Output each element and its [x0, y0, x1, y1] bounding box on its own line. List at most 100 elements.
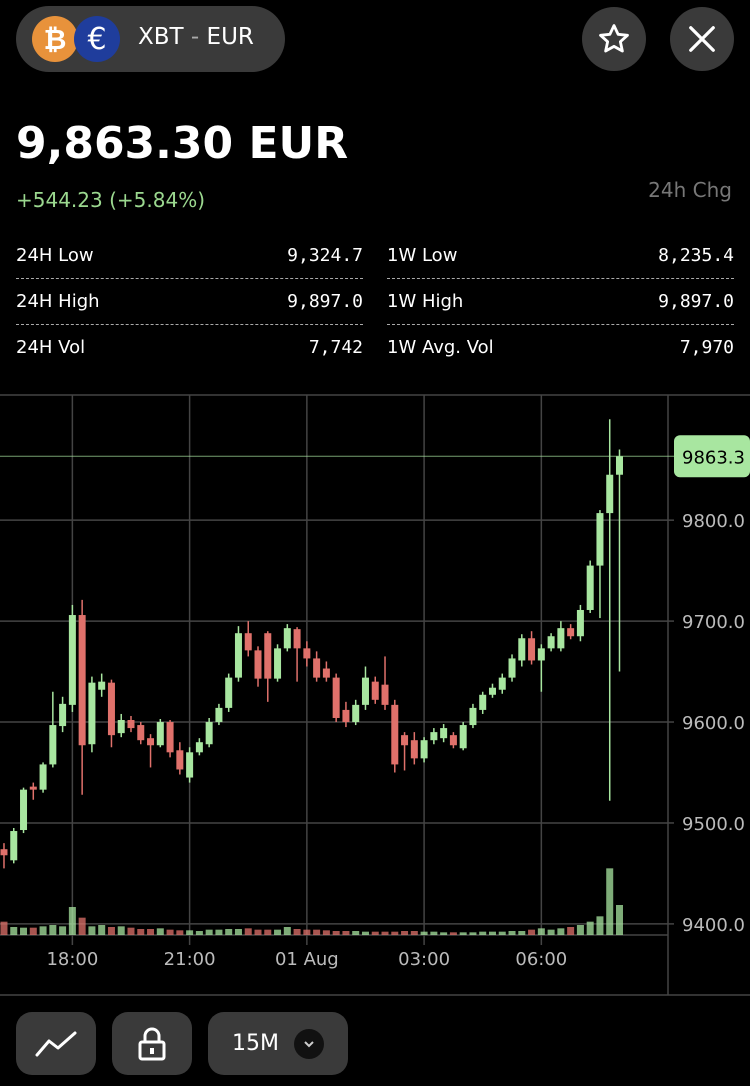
favorite-button[interactable] [582, 7, 646, 71]
candle-body [508, 658, 516, 678]
candle-body [29, 786, 37, 790]
candle-body [557, 628, 565, 649]
candle-body [371, 681, 379, 700]
candle-body [303, 648, 311, 659]
candle-body [528, 638, 536, 661]
x-tick-label: 21:00 [164, 949, 216, 970]
candle-body [10, 831, 18, 861]
volume-bar [88, 926, 96, 935]
volume-bar [498, 931, 506, 935]
volume-bar [225, 929, 233, 935]
volume-bar [283, 927, 291, 935]
volume-bar [401, 931, 409, 935]
candle-body [117, 720, 125, 734]
separator: - [190, 24, 200, 50]
volume-bar [49, 925, 57, 935]
candle-body [49, 725, 57, 765]
volume-bar [381, 931, 389, 935]
stat-value: 8,235.4 [658, 244, 734, 266]
chart: 9400.0 9500.0 9600.0 9700.0 9800.0 18:00 21:00… [0, 394, 750, 996]
pair-selector[interactable]: ₿ € XBT - EUR [16, 6, 285, 72]
candle-body [293, 629, 301, 649]
change-label: 24h Chg [648, 178, 732, 202]
x-tick-label: 03:00 [398, 949, 450, 970]
base-icon: ₿ [32, 16, 78, 62]
candle-body [459, 725, 467, 749]
candle-body [381, 684, 389, 705]
stat-value: 9,897.0 [658, 290, 734, 312]
volume-bar [303, 929, 311, 935]
quote-icon: € [74, 16, 120, 62]
candle-body [488, 687, 496, 695]
stat-value: 9,897.0 [287, 290, 363, 312]
pair-label: XBT - EUR [138, 24, 254, 50]
volume-bar [586, 921, 594, 935]
stat-value: 9,324.7 [287, 244, 363, 266]
volume-bar [615, 905, 623, 935]
candle-body [596, 513, 604, 566]
candle-body [59, 703, 67, 727]
stat-label: 1W Avg. Vol [387, 336, 494, 358]
candle-body [156, 722, 164, 746]
volume-bar [449, 932, 457, 935]
candle-body [401, 735, 409, 746]
volume-bar [508, 931, 516, 935]
volume-bar [420, 931, 428, 935]
volume-bar [244, 928, 252, 935]
volume-bar [410, 931, 418, 935]
interval-button[interactable]: 15M [208, 1012, 348, 1075]
volume-bar [361, 931, 369, 935]
candle-body [479, 694, 487, 710]
candle-body [20, 789, 28, 831]
volume-bar [107, 927, 115, 935]
y-tick-label: 9400.0 [682, 915, 745, 936]
interval-label: 15M [232, 1031, 279, 1056]
candle-body [586, 565, 594, 610]
lock-icon [138, 1027, 166, 1060]
candle-body [147, 738, 155, 746]
volume-bar [391, 931, 399, 935]
base: XBT [138, 24, 184, 50]
x-tick-label: 18:00 [46, 949, 98, 970]
candle-body [576, 609, 584, 637]
volume-bar [313, 929, 321, 935]
stat-value: 7,742 [308, 336, 363, 358]
candle-body [547, 636, 555, 649]
close-icon [689, 26, 715, 52]
stat-label: 24H High [16, 290, 100, 312]
candle-body [567, 628, 575, 637]
volume-bar [576, 925, 584, 935]
volume-bar [29, 927, 37, 935]
lock-button[interactable] [112, 1012, 192, 1075]
stat-row: 24H Vol 7,742 [16, 324, 363, 370]
stat-row: 1W High 9,897.0 [387, 278, 734, 325]
candle-body [391, 704, 399, 765]
candle-body [352, 704, 360, 723]
candle-body [225, 677, 233, 708]
line-icon [35, 1031, 77, 1056]
candle-body [234, 633, 242, 678]
volume-bar [479, 931, 487, 935]
candle-body [498, 677, 506, 690]
volume-bar [352, 931, 360, 935]
close-button[interactable] [670, 7, 734, 71]
candle-body [430, 732, 438, 741]
candle-body [137, 725, 145, 741]
chart-type-button[interactable] [16, 1012, 96, 1075]
candle-body [176, 750, 184, 770]
volume-bar [430, 931, 438, 935]
stat-label: 1W High [387, 290, 464, 312]
volume-bar [342, 931, 350, 935]
volume-bar [459, 932, 467, 935]
candle-body [283, 628, 291, 649]
y-tick-label: 9500.0 [682, 814, 745, 835]
stat-row: 24H Low 9,324.7 [16, 232, 363, 279]
volume-bar [488, 931, 496, 935]
candle-body [449, 735, 457, 746]
candle-body [127, 720, 135, 729]
stat-row: 1W Low 8,235.4 [387, 232, 734, 279]
volume-bar [537, 928, 545, 935]
candle-body [615, 456, 623, 475]
candle-body [332, 677, 340, 718]
volume-bar [59, 926, 67, 935]
